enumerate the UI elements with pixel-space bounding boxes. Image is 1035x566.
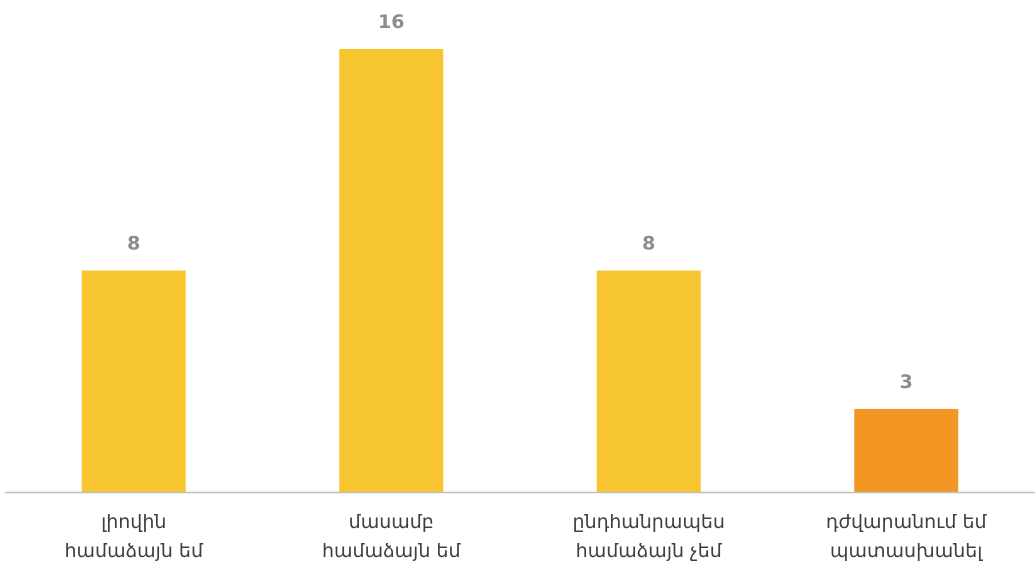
data-label-3: 8 <box>642 233 655 255</box>
category-label-4: դժվարանում եմ պատասխանել <box>826 511 988 562</box>
bar-4 <box>854 408 959 492</box>
bar-1 <box>81 270 186 492</box>
data-label-2: 16 <box>378 11 404 33</box>
category-label-2: մասամբ համաձայն եմ <box>322 511 461 562</box>
category-label-1-line-2: համաձայն եմ <box>65 540 204 562</box>
category-label-3-line-2: համաձայն չեմ <box>576 540 723 562</box>
category-label-1: լիովին համաձայն եմ <box>65 511 204 562</box>
data-label-1: 8 <box>127 233 140 255</box>
category-label-2-line-1: մասամբ <box>349 511 434 533</box>
category-label-2-line-2: համաձայն եմ <box>322 540 461 562</box>
category-label-3: ընդհանրապես համաձայն չեմ <box>573 511 725 562</box>
category-label-3-line-1: ընդհանրապես <box>573 511 725 533</box>
category-label-4-line-2: պատասխանել <box>830 540 983 562</box>
category-label-4-line-1: դժվարանում եմ <box>826 511 988 533</box>
bar-3 <box>596 270 701 492</box>
category-label-1-line-1: լիովին <box>101 511 166 533</box>
bar-2 <box>339 49 444 492</box>
data-label-4: 3 <box>900 371 913 393</box>
